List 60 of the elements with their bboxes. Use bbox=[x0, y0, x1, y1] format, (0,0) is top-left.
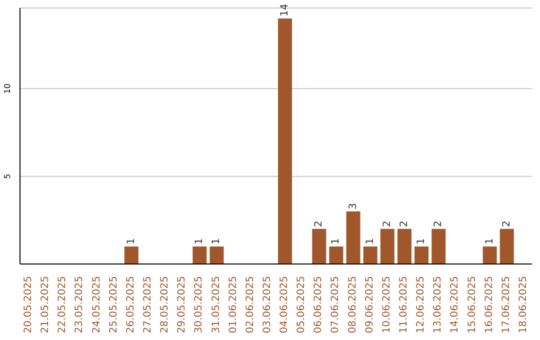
data-label: 3 bbox=[348, 203, 359, 210]
x-tick-label: 25.05.2025 bbox=[108, 276, 120, 334]
x-tick-label: 21.05.2025 bbox=[40, 276, 52, 334]
x-tick-label: 26.05.2025 bbox=[125, 276, 136, 334]
data-label: 2 bbox=[501, 220, 512, 227]
data-label: 2 bbox=[314, 220, 325, 227]
x-tick-label: 13.06.2025 bbox=[432, 276, 444, 334]
x-tick-label: 04.06.2025 bbox=[279, 276, 290, 334]
x-tick-label: 16.06.2025 bbox=[484, 276, 495, 334]
data-label: 1 bbox=[126, 238, 137, 244]
x-tick-label: 01.06.2025 bbox=[228, 276, 239, 334]
x-tick-label: 05.06.2025 bbox=[296, 276, 308, 334]
data-label: 1 bbox=[416, 238, 428, 244]
x-tick-label: 17.06.2025 bbox=[500, 276, 512, 334]
x-tick-label: 27.05.2025 bbox=[142, 276, 154, 334]
x-tick-label: 24.05.2025 bbox=[91, 276, 102, 334]
x-tick-label: 02.06.2025 bbox=[244, 276, 256, 334]
x-tick-label: 14.06.2025 bbox=[450, 276, 461, 334]
bar bbox=[482, 246, 497, 264]
data-label: 2 bbox=[398, 220, 410, 227]
x-tick-label: 09.06.2025 bbox=[364, 276, 376, 334]
bar bbox=[414, 246, 429, 264]
x-tick-label: 18.06.2025 bbox=[518, 276, 529, 334]
x-tick-label: 10.06.2025 bbox=[381, 276, 392, 334]
data-label: 2 bbox=[382, 220, 393, 227]
data-label: 1 bbox=[194, 238, 206, 244]
bar bbox=[329, 246, 344, 264]
data-label: 1 bbox=[364, 238, 376, 244]
x-tick-label: 30.05.2025 bbox=[194, 276, 205, 334]
bar bbox=[363, 246, 378, 264]
x-tick-label: 28.05.2025 bbox=[160, 276, 171, 334]
x-tick-label: 08.06.2025 bbox=[347, 276, 358, 334]
y-tick-label: 5 bbox=[3, 174, 12, 179]
x-tick-label: 20.05.2025 bbox=[23, 276, 34, 334]
bar bbox=[124, 246, 138, 264]
data-label: 14 bbox=[280, 4, 290, 17]
data-label: 1 bbox=[211, 238, 222, 244]
bar bbox=[432, 228, 446, 264]
x-tick-label: 29.05.2025 bbox=[176, 276, 188, 334]
x-tick-label: 23.05.2025 bbox=[74, 276, 86, 334]
x-tick-label: 22.05.2025 bbox=[57, 276, 68, 334]
bar bbox=[278, 18, 292, 264]
bar bbox=[312, 228, 326, 264]
x-tick-label: 11.06.2025 bbox=[398, 276, 410, 334]
x-tick-label: 03.06.2025 bbox=[262, 276, 273, 334]
x-tick-label: 31.05.2025 bbox=[210, 276, 222, 334]
bar bbox=[380, 228, 394, 264]
data-label: 1 bbox=[330, 238, 342, 244]
data-label: 1 bbox=[484, 238, 496, 244]
data-label: 2 bbox=[433, 220, 444, 227]
bar bbox=[397, 228, 412, 264]
x-tick-label: 06.06.2025 bbox=[313, 276, 324, 334]
bar bbox=[346, 211, 360, 264]
y-tick-label: 10 bbox=[3, 84, 12, 94]
x-tick-label: 15.06.2025 bbox=[466, 276, 478, 334]
bar bbox=[192, 246, 207, 264]
bar bbox=[500, 228, 514, 264]
bar bbox=[210, 246, 224, 264]
x-tick-label: 07.06.2025 bbox=[330, 276, 342, 334]
x-tick-label: 12.06.2025 bbox=[416, 276, 427, 334]
